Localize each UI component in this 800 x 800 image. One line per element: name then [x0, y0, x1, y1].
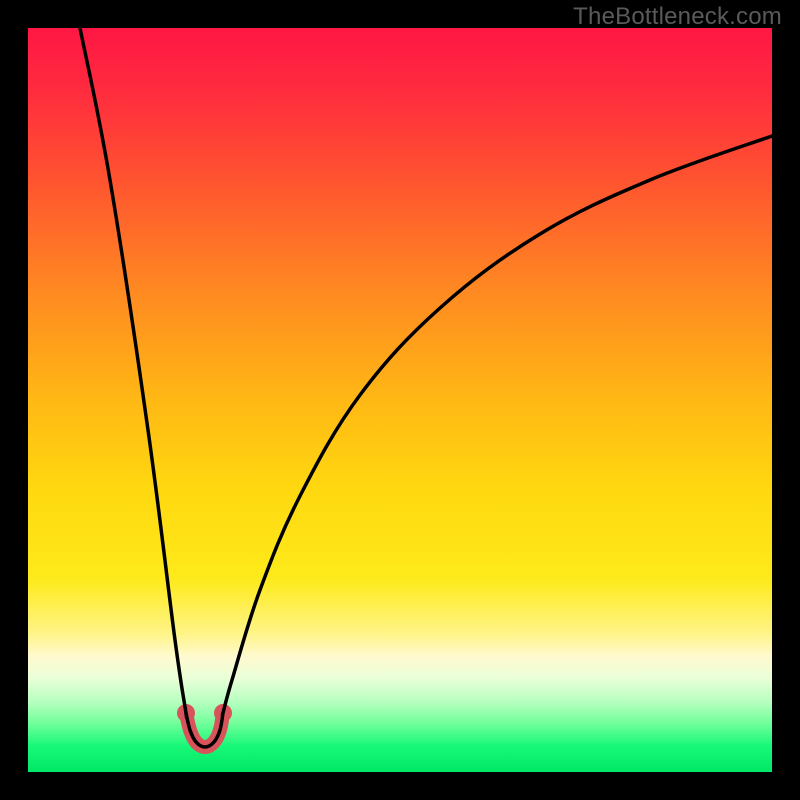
- plot-background: [28, 28, 772, 772]
- chart-frame: TheBottleneck.com: [0, 0, 800, 800]
- watermark: TheBottleneck.com: [573, 3, 782, 31]
- bottleneck-chart: [0, 0, 800, 800]
